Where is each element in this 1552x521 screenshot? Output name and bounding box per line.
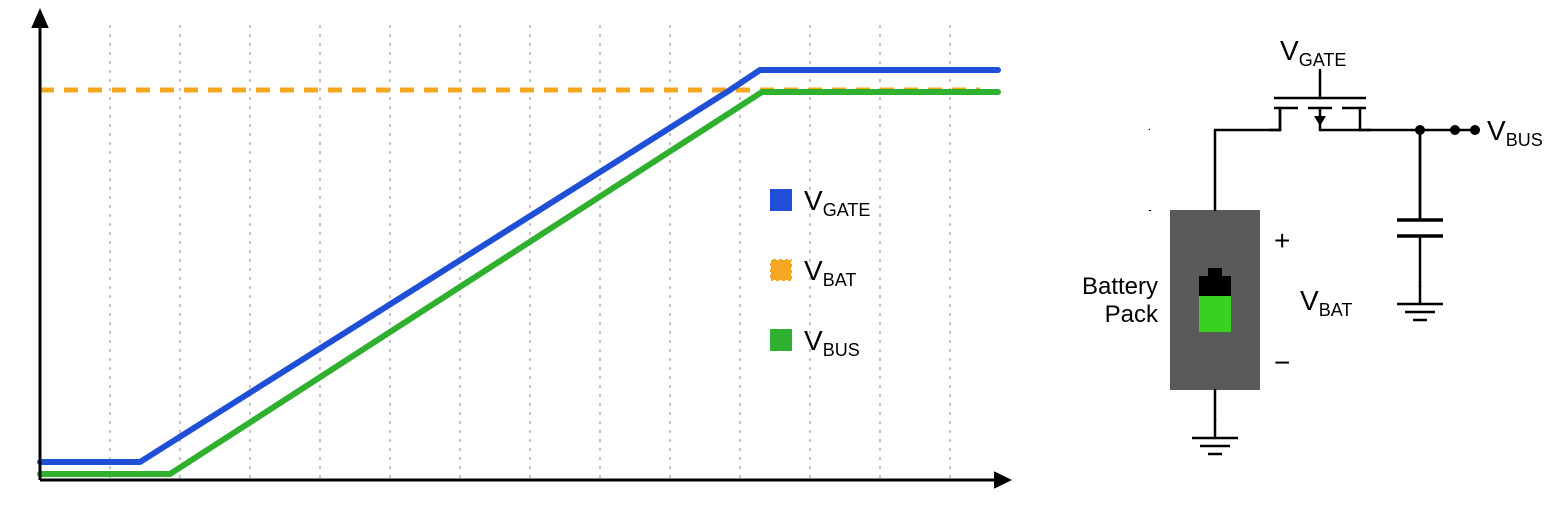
mosfet-symbol <box>1270 70 1370 130</box>
y-axis-arrow <box>31 8 49 28</box>
legend-item: VBAT <box>770 255 856 290</box>
battery-icon-top <box>1199 276 1231 296</box>
ground-symbol <box>1192 420 1238 454</box>
plus-label: + <box>1274 225 1290 256</box>
battery-pack-label: Battery <box>1082 273 1158 300</box>
vbus-terminal <box>1470 125 1480 135</box>
ground-symbol <box>1397 286 1443 320</box>
legend-item: VBUS <box>770 325 860 360</box>
legend-marker <box>770 189 792 211</box>
battery-pack-label: Pack <box>1105 301 1159 328</box>
series-vgate <box>40 70 998 462</box>
figure-svg: VGATEVBATVBUS VGATEVBUS+−VBATBatteryPack <box>0 0 1552 521</box>
circuit-group: VGATE VBUS + −VBAT BatteryPack <box>1082 35 1543 454</box>
legend-label: VGATE <box>804 185 870 220</box>
circuit-label: VGATE <box>1280 35 1346 70</box>
chart-legend: VGATE VBAT VBUS <box>770 185 870 360</box>
chart-group: VGATE VBAT VBUS <box>31 8 1012 489</box>
legend-label: VBAT <box>804 255 856 290</box>
battery-icon-cap <box>1208 268 1222 276</box>
circuit-label: VBUS <box>1487 115 1543 150</box>
legend-marker <box>770 259 792 281</box>
x-axis-arrow <box>994 471 1012 489</box>
minus-label: − <box>1274 347 1290 378</box>
legend-marker <box>770 329 792 351</box>
legend-item: VGATE <box>770 185 870 220</box>
circuit-label: VBAT <box>1300 285 1352 320</box>
legend-label: VBUS <box>804 325 860 360</box>
